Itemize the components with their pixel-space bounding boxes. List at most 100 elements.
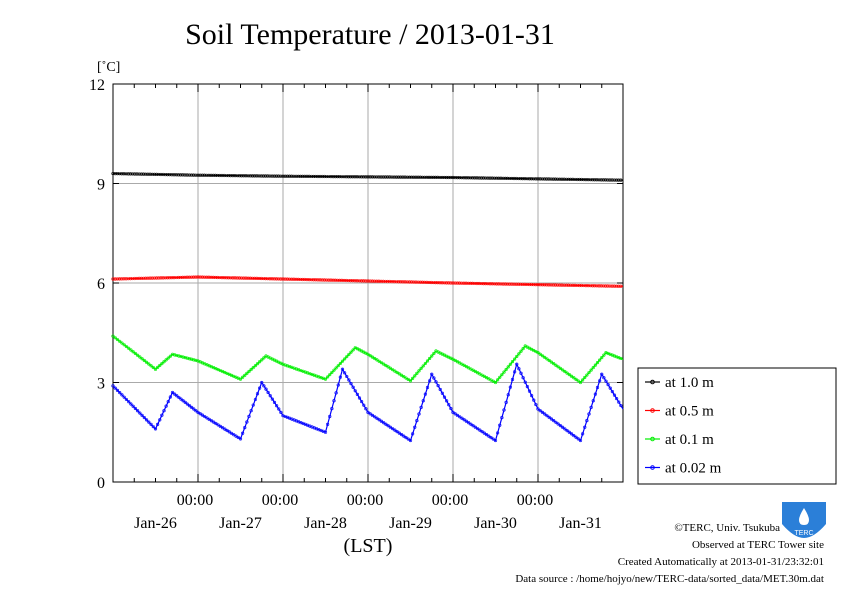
data-point [242, 174, 246, 178]
data-point [115, 388, 120, 392]
data-point [560, 283, 564, 287]
y-tick-label: 3 [97, 376, 105, 393]
legend-label: at 0.02 m [665, 461, 722, 477]
data-point [585, 373, 589, 377]
data-point [505, 282, 510, 286]
data-point [504, 367, 508, 372]
data-point [503, 282, 507, 286]
data-point [475, 176, 479, 180]
legend-label: at 0.5 m [665, 404, 714, 420]
data-point [388, 366, 392, 370]
data-point [260, 358, 264, 362]
data-point [397, 372, 401, 376]
legend-label: at 1.0 m [665, 375, 714, 391]
data-point [277, 407, 281, 411]
data-point [187, 357, 192, 361]
data-point [421, 364, 425, 368]
data-point [135, 276, 139, 281]
data-point [245, 371, 249, 375]
series-at-0-1-m [111, 334, 624, 385]
data-point [515, 354, 519, 359]
data-point [574, 377, 578, 381]
data-point [540, 177, 544, 181]
data-point [593, 392, 597, 396]
legend-marker [650, 379, 655, 385]
data-point [423, 392, 427, 396]
data-point [138, 355, 142, 359]
data-point [279, 410, 283, 414]
data-point [266, 174, 270, 178]
data-point [128, 172, 133, 176]
data-point [382, 421, 386, 425]
data-point [502, 370, 506, 374]
data-point [355, 392, 359, 396]
data-point [606, 383, 610, 387]
data-point [290, 277, 294, 281]
data-point [342, 175, 346, 179]
data-point [608, 386, 612, 390]
data-point [518, 282, 523, 286]
data-point [115, 337, 120, 342]
data-point [585, 419, 589, 423]
series-line [112, 276, 624, 287]
data-point [554, 363, 558, 367]
data-point [161, 172, 165, 177]
data-point [335, 175, 340, 179]
data-point [576, 379, 580, 383]
data-point [617, 400, 621, 404]
data-point [532, 398, 536, 402]
data-point [250, 174, 255, 178]
data-point [408, 379, 413, 383]
data-point [343, 371, 347, 375]
data-point [475, 281, 479, 286]
data-point [444, 281, 449, 285]
data-point [416, 175, 420, 179]
data-point [569, 283, 573, 287]
data-point [137, 172, 141, 176]
data-point [469, 422, 473, 426]
data-point [177, 354, 181, 358]
data-point [131, 276, 135, 281]
data-point [513, 370, 517, 374]
data-point [258, 386, 262, 390]
data-point [209, 419, 214, 423]
data-point [326, 422, 330, 426]
data-point [216, 423, 220, 427]
data-point [462, 281, 466, 285]
data-point [619, 403, 623, 408]
data-point [584, 178, 588, 182]
x-tick-date-label: Jan-28 [304, 515, 347, 532]
data-point [558, 424, 562, 428]
data-point [189, 173, 194, 177]
data-point [222, 173, 226, 178]
data-point [370, 355, 375, 359]
data-point [250, 276, 255, 280]
data-point [237, 174, 242, 178]
data-point [561, 425, 565, 429]
data-point [552, 419, 556, 423]
data-point [558, 283, 562, 287]
x-axis-label: (LST) [344, 535, 393, 557]
data-point [404, 435, 408, 440]
data-point [152, 276, 157, 280]
data-point [181, 355, 185, 359]
data-point [303, 174, 307, 178]
data-point [467, 421, 471, 425]
data-point [212, 420, 216, 424]
data-point [499, 282, 503, 286]
data-point [399, 373, 404, 377]
data-point [536, 407, 540, 411]
data-point [377, 418, 381, 422]
data-point [257, 174, 261, 178]
data-point [494, 176, 499, 180]
data-point [353, 175, 357, 179]
data-point [597, 178, 601, 182]
data-point [608, 284, 612, 288]
data-point [144, 360, 149, 364]
data-point [366, 279, 370, 283]
data-point [117, 277, 122, 281]
data-point [510, 377, 515, 382]
data-point [473, 176, 477, 180]
data-point [166, 399, 170, 404]
data-point [510, 176, 514, 181]
